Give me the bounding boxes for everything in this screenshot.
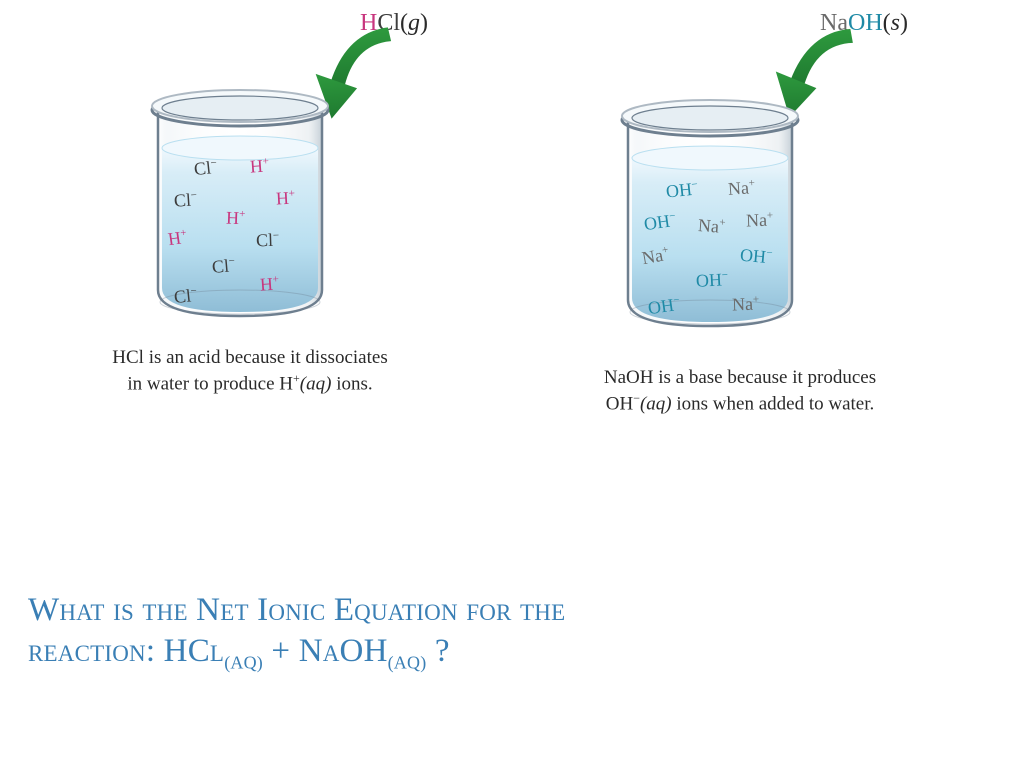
ion-label: OH− [643,210,678,235]
ion-label: OH− [695,269,728,292]
ion-label: Cl− [211,255,236,278]
ion-label: OH− [665,178,699,202]
ion-label: H+ [226,208,246,230]
ion-label: H+ [275,188,295,210]
ion-label: Na+ [727,177,756,200]
ion-label: H+ [259,273,280,295]
ion-label: Cl− [256,230,280,252]
ion-label: Cl− [173,189,198,212]
caption-hcl: HCl is an acid because it dissociatesin … [70,346,430,397]
ion-label: OH− [647,294,682,319]
ion-label: Na+ [697,215,726,238]
ion-label: Cl− [193,157,218,180]
ion-label: Na+ [732,294,760,316]
ion-label: OH− [739,245,773,269]
ion-label: H+ [249,155,270,177]
ion-label: Na+ [746,210,774,232]
caption-naoh: NaOH is a base because it producesOH−(aq… [540,366,940,417]
beaker-hcl: Cl−H+Cl−H+H+H+Cl−Cl−H+Cl− [130,80,350,330]
beaker-naoh: OH−Na+OH−Na+Na+Na+OH−OH−OH−Na+ [600,90,820,340]
ion-label: Cl− [173,285,198,308]
ion-label: H+ [167,227,189,250]
question-text: What is the Net Ionic Equation for there… [28,590,988,674]
